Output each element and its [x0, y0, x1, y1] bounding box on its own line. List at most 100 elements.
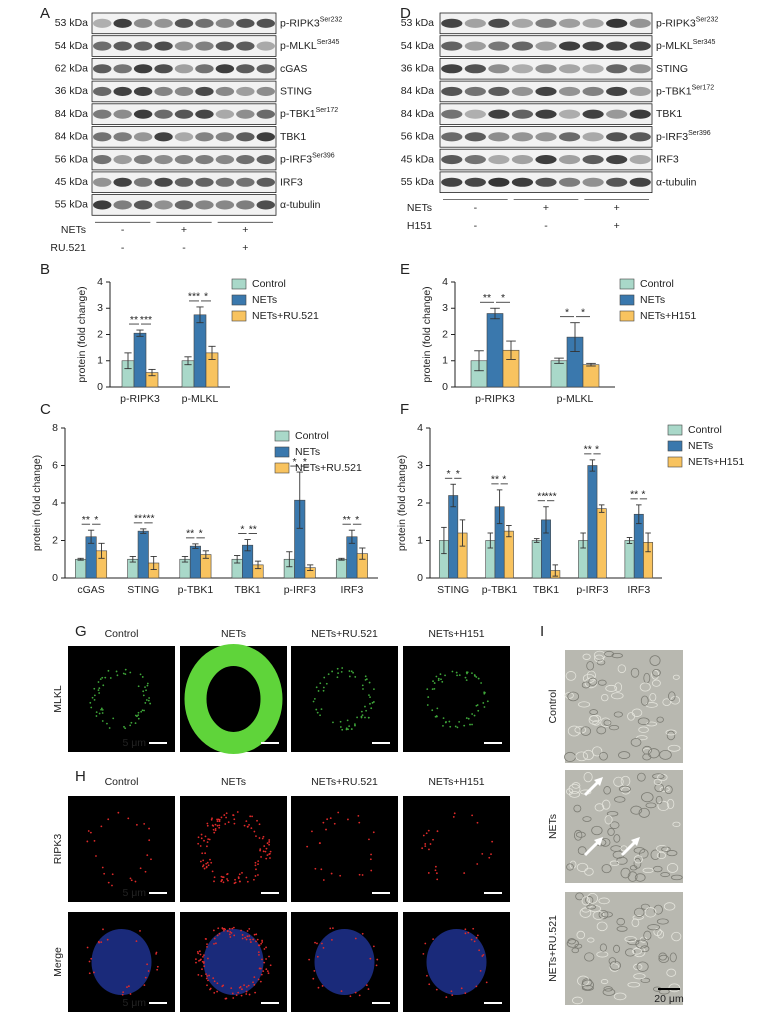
puncta	[456, 726, 459, 729]
kda-label: 55 kDa	[401, 176, 434, 188]
puncta	[245, 938, 248, 941]
significance-label: *	[581, 306, 585, 318]
puncta	[480, 682, 483, 684]
puncta	[258, 823, 261, 826]
puncta	[260, 942, 263, 945]
cell	[605, 684, 618, 692]
error-bar	[136, 329, 144, 337]
puncta	[202, 864, 205, 867]
puncta	[337, 811, 340, 814]
puncta	[436, 715, 438, 718]
blot-band	[174, 109, 194, 119]
cell	[633, 857, 642, 869]
puncta	[124, 668, 127, 671]
puncta	[449, 725, 452, 728]
blot-band	[441, 177, 463, 187]
puncta	[93, 698, 96, 701]
puncta	[206, 822, 209, 825]
blot-band	[582, 132, 604, 142]
puncta	[422, 953, 425, 955]
puncta	[361, 874, 364, 876]
bar	[531, 540, 542, 579]
significance-label: **	[249, 523, 257, 535]
blot-band	[488, 86, 510, 96]
puncta	[233, 818, 236, 821]
blot-strip	[91, 35, 277, 57]
puncta	[376, 958, 379, 961]
cell	[613, 944, 621, 953]
puncta	[144, 702, 147, 704]
y-tick-label: 4	[97, 276, 103, 288]
error-bar	[296, 471, 303, 529]
significance-label: **	[134, 513, 142, 525]
blot-band	[629, 41, 651, 51]
puncta	[341, 667, 344, 669]
cell	[567, 691, 580, 702]
puncta	[229, 931, 232, 933]
puncta	[483, 706, 486, 708]
puncta	[465, 717, 468, 719]
puncta	[86, 840, 89, 843]
blot-band	[174, 18, 194, 28]
kda-label: 45 kDa	[55, 176, 88, 188]
phospho-site: Ser345	[693, 39, 716, 46]
puncta	[248, 935, 251, 937]
significance-label: ***	[142, 513, 154, 525]
column-label: Control	[105, 628, 139, 640]
puncta	[204, 835, 207, 838]
phase-contrast-image	[565, 650, 683, 763]
protein-name: p-MLKL	[280, 40, 317, 52]
puncta	[89, 701, 92, 704]
puncta	[436, 830, 439, 833]
blot-band	[488, 132, 510, 142]
blot-band	[582, 155, 604, 165]
puncta	[156, 965, 159, 968]
blot-strip	[439, 58, 653, 80]
cell	[645, 802, 657, 809]
blot-band	[441, 132, 463, 142]
cell	[664, 785, 673, 795]
blot-band	[464, 18, 486, 28]
puncta	[146, 682, 149, 685]
blot-band	[113, 86, 132, 96]
y-tick-label: 2	[417, 497, 423, 509]
puncta	[144, 686, 146, 689]
puncta	[146, 854, 149, 857]
blot-band	[629, 86, 651, 96]
protein-label: STING	[656, 63, 688, 75]
puncta	[146, 963, 149, 966]
cell	[672, 821, 681, 827]
cell	[573, 829, 583, 841]
puncta	[428, 848, 430, 851]
condition-sign: +	[242, 242, 248, 254]
y-tick-label: 3	[97, 302, 103, 314]
cell	[666, 863, 679, 873]
legend-label: NETs+H151	[688, 456, 744, 468]
error-bar	[307, 564, 314, 571]
puncta	[369, 702, 371, 705]
puncta	[348, 670, 351, 672]
puncta	[456, 674, 458, 677]
puncta	[473, 940, 476, 943]
condition-sign: -	[474, 202, 478, 214]
puncta	[369, 696, 371, 699]
puncta	[134, 722, 137, 725]
blot-band	[93, 132, 112, 142]
cell	[633, 847, 646, 854]
cell	[584, 867, 594, 876]
protein-label: p-TBK1Ser172	[656, 84, 714, 97]
row-label: NETs	[547, 814, 559, 839]
cell	[604, 650, 614, 658]
puncta	[206, 861, 209, 864]
cell	[643, 930, 652, 941]
legend-swatch	[231, 278, 247, 290]
column-label: NETs+RU.521	[311, 628, 378, 640]
legend-swatch	[274, 462, 290, 474]
puncta	[429, 843, 432, 845]
blot-band	[629, 177, 651, 187]
y-axis-label: protein (fold change)	[421, 286, 433, 382]
cell	[613, 776, 624, 787]
puncta	[246, 880, 249, 883]
puncta	[330, 939, 333, 941]
puncta	[244, 936, 247, 939]
